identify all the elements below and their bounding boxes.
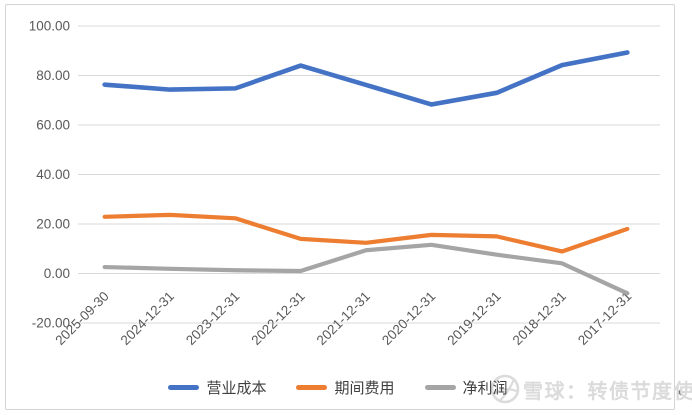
x-tick-label: 2020-12-31 xyxy=(379,289,438,348)
x-tick-label: 2017-12-31 xyxy=(575,289,634,348)
series-line-period-expenses xyxy=(102,212,630,254)
x-tick-label: 2024-12-31 xyxy=(118,289,177,348)
legend-label: 营业成本 xyxy=(206,380,267,397)
y-tick-label: -20.00 xyxy=(32,316,70,331)
legend-marker-operating-cost xyxy=(168,385,200,390)
y-tick-label: 20.00 xyxy=(36,217,70,232)
snowball-logo-icon xyxy=(490,374,520,404)
legend-marker-net-profit xyxy=(424,385,456,390)
x-tick-label: 2021-12-31 xyxy=(314,289,373,348)
legend-marker-period-expenses xyxy=(296,385,328,390)
y-axis-labels: 100.00 80.00 60.00 40.00 20.00 0.00 -20.00 xyxy=(29,19,70,331)
paragraph-return-mark: ↵ xyxy=(677,384,690,401)
watermark-text: 雪球：转债节度使 xyxy=(523,380,692,403)
series-line-operating-cost xyxy=(102,50,630,107)
y-tick-label: 60.00 xyxy=(36,118,70,133)
y-gridlines xyxy=(78,25,660,324)
chart-legend: 营业成本 期间费用 净利润 xyxy=(0,377,676,398)
chart-frame xyxy=(5,4,675,410)
x-tick-label: 2018-12-31 xyxy=(510,289,569,348)
x-axis-labels: 2025-09-30 2024-12-31 2023-12-31 2022-12-31… xyxy=(52,289,634,348)
series-line-net-profit xyxy=(102,242,630,296)
watermark: 雪球：转债节度使 xyxy=(489,373,692,405)
y-tick-label: 80.00 xyxy=(36,68,70,83)
y-tick-label: 40.00 xyxy=(36,167,70,182)
legend-label: 期间费用 xyxy=(334,380,395,397)
x-tick-label: 2022-12-31 xyxy=(248,289,307,348)
legend-item-operating-cost: 营业成本 xyxy=(168,377,266,398)
legend-label: 净利润 xyxy=(462,380,508,397)
y-tick-label: 0.00 xyxy=(44,266,70,281)
legend-item-period-expenses: 期间费用 xyxy=(296,377,395,398)
y-tick-label: 100.00 xyxy=(29,19,70,34)
x-tick-label: 2023-12-31 xyxy=(183,289,242,348)
x-tick-label: 2019-12-31 xyxy=(444,289,503,348)
legend-item-net-profit: 净利润 xyxy=(424,377,508,398)
